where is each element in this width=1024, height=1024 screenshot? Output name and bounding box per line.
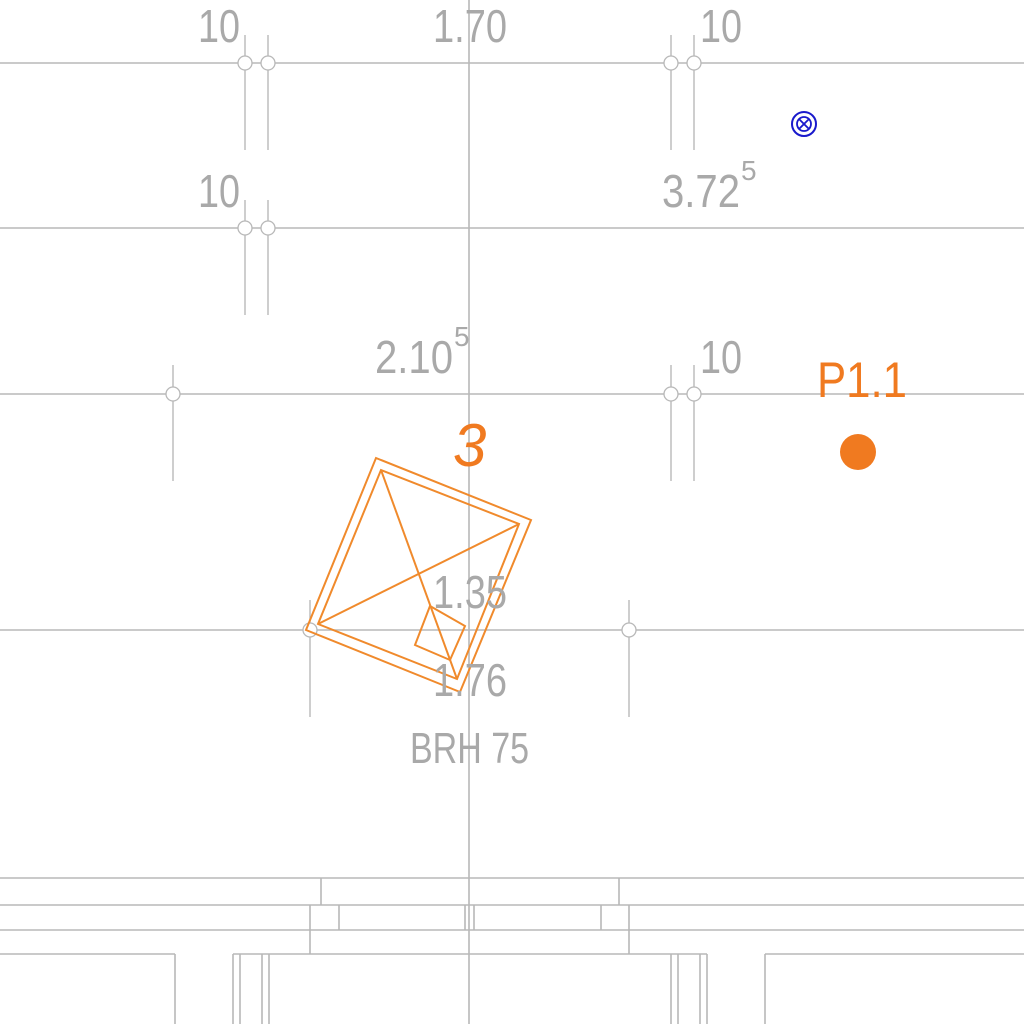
dim-row2-left: 10 bbox=[198, 165, 240, 217]
orange-square-symbol bbox=[304, 456, 533, 694]
dimension-ticks-row-3 bbox=[165, 365, 702, 481]
dim-row3-center: 2.10 bbox=[375, 331, 453, 383]
dim-top-right: 10 bbox=[700, 0, 742, 52]
point-marker-dot[interactable] bbox=[840, 434, 876, 470]
dim-row3-center-superscript: 5 bbox=[454, 321, 470, 352]
dim-row2-right-superscript: 5 bbox=[741, 155, 757, 186]
dim-top-center: 1.70 bbox=[433, 0, 507, 52]
dim-top-left: 10 bbox=[198, 0, 240, 52]
dim-row3-right: 10 bbox=[700, 331, 742, 383]
center-dim-a: 1.35 bbox=[433, 566, 507, 618]
item-number-label: 3 bbox=[453, 412, 486, 479]
dimension-ticks-row-2 bbox=[237, 200, 276, 315]
brh-label: BRH 75 bbox=[410, 724, 529, 773]
dimension-ticks-row-1 bbox=[237, 35, 702, 150]
point-label: P1.1 bbox=[817, 352, 907, 408]
circled-x-marker-icon[interactable] bbox=[791, 111, 817, 137]
center-dim-b: 1.76 bbox=[433, 654, 507, 706]
horizontal-grid-lines bbox=[0, 62, 1024, 631]
dim-row2-right: 3.72 bbox=[662, 165, 740, 217]
bottom-wall-structure bbox=[0, 877, 1024, 1024]
